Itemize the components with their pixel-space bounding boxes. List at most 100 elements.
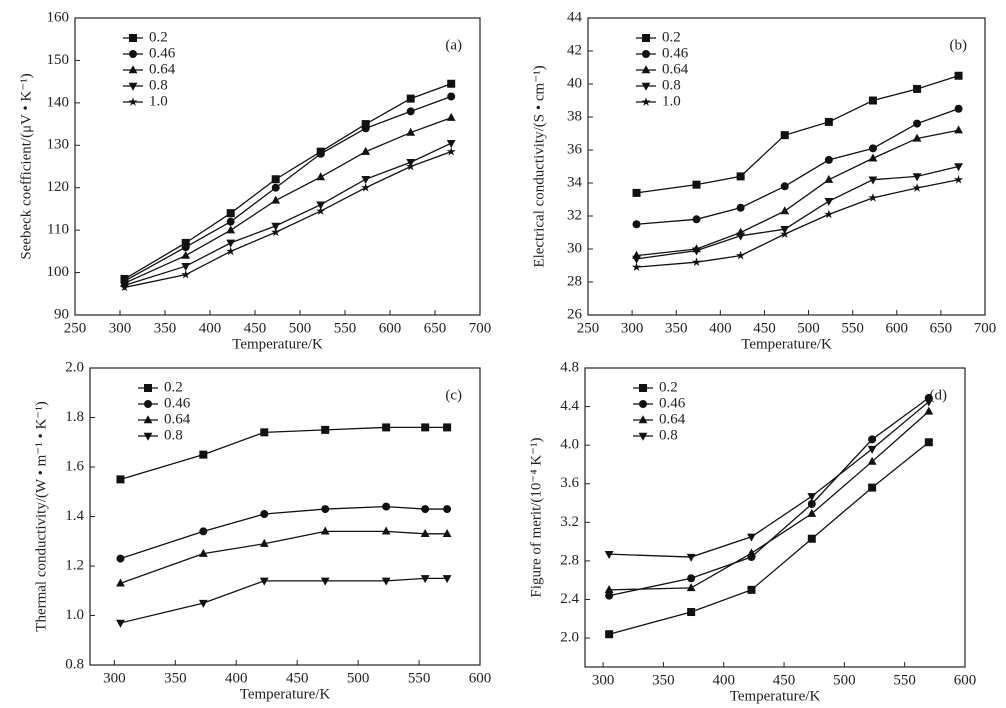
legend-marker	[128, 97, 138, 106]
data-point	[442, 575, 452, 584]
data-point	[316, 201, 326, 210]
x-tick-label: 500	[797, 320, 820, 336]
data-point	[271, 195, 281, 204]
x-axis-title: Temperature/K	[240, 686, 331, 702]
data-point	[447, 92, 456, 101]
data-point	[780, 131, 789, 140]
x-tick-label: 450	[244, 320, 267, 336]
data-point	[953, 174, 964, 184]
y-tick-label: 4.0	[560, 437, 579, 453]
data-point	[421, 423, 430, 432]
plot-frame	[587, 17, 986, 316]
data-point	[924, 406, 934, 415]
data-point	[692, 180, 701, 189]
data-point	[420, 575, 430, 584]
y-tick-label: 2.4	[560, 591, 579, 607]
data-point	[924, 438, 933, 447]
x-tick-label: 700	[469, 320, 492, 336]
data-point	[446, 112, 456, 121]
legend-marker	[128, 65, 138, 74]
x-tick-label: 300	[103, 670, 126, 686]
y-tick-label: 130	[47, 137, 70, 153]
x-tick-label: 600	[886, 320, 909, 336]
data-point	[868, 176, 878, 185]
subplot: 250 300 350 400 450 500 550 600 650 700 26 28 30 32 34…	[531, 9, 996, 352]
y-tick-label: 110	[47, 222, 69, 238]
x-tick-label: 350	[164, 670, 187, 686]
data-point	[181, 243, 190, 252]
data-point	[406, 107, 415, 116]
x-tick-label: 600	[379, 320, 402, 336]
data-point	[954, 125, 963, 134]
y-tick-label: 4.4	[560, 398, 579, 414]
legend-marker	[639, 384, 647, 392]
x-axis-title: Temperature/K	[741, 336, 832, 352]
data-point	[736, 172, 745, 181]
x-tick-label: 650	[930, 320, 953, 336]
legend-marker	[642, 34, 650, 42]
y-tick-label: 1.0	[65, 607, 84, 623]
panel-label: (b)	[950, 37, 968, 53]
legend-label: 1.0	[662, 93, 681, 109]
legend-label: 0.46	[662, 45, 689, 61]
data-point	[747, 585, 756, 594]
data-point	[226, 246, 236, 256]
plot-frame	[74, 17, 481, 316]
subplot: 300 350 400 450 500 550 600 0.8 1.0 1.2 1.4 1.6 1.8 2…	[33, 359, 491, 702]
data-point	[271, 183, 280, 192]
y-tick-label: 36	[567, 141, 583, 157]
data-point	[824, 197, 834, 206]
data-point	[632, 255, 641, 264]
data-point	[868, 193, 878, 202]
data-point	[382, 502, 391, 511]
legend-marker	[641, 82, 651, 91]
data-point	[824, 174, 834, 183]
legend-label: 0.46	[164, 395, 191, 411]
legend-label: 1.0	[149, 93, 168, 109]
x-tick-label: 350	[652, 672, 675, 688]
data-point	[780, 206, 790, 215]
x-tick-label: 500	[347, 670, 370, 686]
data-point	[824, 209, 834, 219]
data-point	[912, 183, 922, 192]
data-point	[924, 398, 934, 407]
data-point	[316, 149, 325, 158]
data-point	[913, 84, 922, 93]
data-point	[807, 499, 816, 508]
legend-marker	[639, 400, 647, 408]
data-point	[780, 229, 790, 239]
y-axis-title: Electrical conductivity/(S • cm⁻¹)	[531, 65, 547, 267]
data-point	[259, 577, 269, 586]
legend-marker	[641, 97, 651, 106]
x-axis-title: Temperature/K	[730, 688, 821, 704]
data-point	[954, 71, 963, 80]
x-tick-label: 450	[753, 320, 776, 336]
data-point	[747, 533, 756, 542]
legend-marker	[638, 432, 648, 441]
y-tick-label: 42	[567, 42, 582, 58]
y-tick-label: 140	[47, 94, 70, 110]
data-point	[259, 538, 269, 547]
data-point	[868, 153, 878, 162]
x-tick-label: 300	[592, 672, 615, 688]
data-point	[605, 591, 614, 600]
data-point	[382, 423, 391, 432]
data-point	[912, 173, 922, 182]
legend-marker	[642, 50, 650, 58]
legend-label: 0.2	[164, 379, 183, 395]
data-point	[116, 554, 125, 563]
data-point	[807, 534, 816, 543]
data-point	[954, 163, 963, 172]
data-point	[867, 445, 877, 454]
series-line	[124, 117, 452, 284]
data-point	[631, 262, 642, 272]
y-axis-title: Figure of merit/(10⁻⁴ K⁻¹)	[528, 437, 544, 597]
data-point	[868, 144, 877, 153]
legend-marker	[143, 415, 153, 424]
data-point	[736, 203, 745, 212]
data-point	[446, 139, 456, 148]
data-point	[361, 124, 370, 133]
y-tick-label: 28	[567, 273, 582, 289]
series-line	[608, 441, 930, 635]
data-point	[691, 257, 702, 267]
